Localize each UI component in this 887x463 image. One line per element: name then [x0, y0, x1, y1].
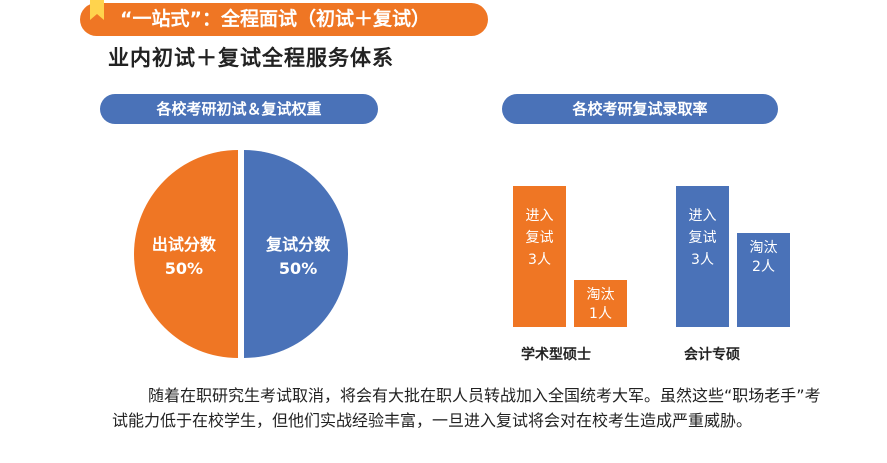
pie-value-initial-score: 50% [165, 259, 203, 278]
bar-series-label: 淘汰 [750, 240, 778, 256]
bookmark-icon [90, 0, 104, 20]
header-banner: “一站式”：全程面试（初试＋复试） [80, 3, 488, 36]
pie-label-initial-score: 出试分数 [152, 235, 217, 254]
bar-series-label: 进入 [526, 208, 554, 224]
bar-series-label: 复试 [689, 229, 717, 246]
category-label-academic-master: 学术型硕士 [521, 347, 591, 363]
bar-series-label: 淘汰 [587, 287, 615, 303]
bar-value-label: 3人 [691, 252, 714, 268]
pie-slice-initial-score [134, 150, 238, 358]
bar-value-label: 3人 [528, 252, 551, 268]
bar-academic-eliminated [574, 280, 627, 327]
category-label-accounting-master: 会计专硕 [684, 347, 740, 363]
bar-value-label: 1人 [589, 306, 612, 322]
bar-series-label: 进入 [689, 208, 717, 224]
weight-pie-chart: 出试分数 50% 复试分数 50% [134, 150, 348, 358]
bar-series-label: 复试 [526, 229, 554, 246]
pie-slice-retest-score [244, 150, 348, 358]
pie-label-retest-score: 复试分数 [265, 235, 331, 254]
weight-section-title: 各校考研初试＆复试权重 [100, 94, 378, 124]
body-paragraph: 随着在职研究生考试取消，将会有大批在职人员转战加入全国统考大军。虽然这些“职场老… [112, 386, 821, 430]
bar-value-label: 2人 [752, 259, 775, 275]
pie-value-retest-score: 50% [279, 259, 317, 278]
header-title: “一站式”：全程面试（初试＋复试） [120, 8, 430, 30]
admission-section-title: 各校考研复试录取率 [502, 94, 778, 124]
bar-academic-retest [513, 186, 566, 327]
bar-accounting-eliminated [737, 233, 790, 327]
bar-accounting-retest [676, 186, 729, 327]
page-subtitle: 业内初试＋复试全程服务体系 [108, 46, 394, 70]
